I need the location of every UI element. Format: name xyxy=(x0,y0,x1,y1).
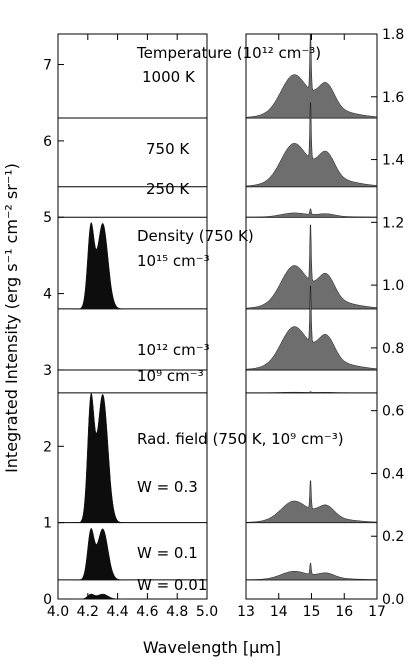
right-panel: 13 14 15 16 170.0 0.2 0.4 0.6 0.8 1.0 1.2 1.4 1.6 1.8 xyxy=(237,27,404,620)
y-tick-label-left: 4 xyxy=(43,287,52,303)
row-label: W = 0.3 xyxy=(137,478,198,496)
row-label: 1000 K xyxy=(142,68,196,86)
y-tick-label-right: 0.6 xyxy=(382,404,404,420)
row-label: 10¹⁵ cm⁻³ xyxy=(137,252,210,270)
band-right xyxy=(245,480,378,523)
x-tick-label-left: 4.4 xyxy=(106,604,128,620)
band-right xyxy=(245,391,378,394)
y-tick-label-left: 7 xyxy=(43,58,52,74)
y-tick-label-right: 0.8 xyxy=(382,341,404,357)
band-right xyxy=(246,208,378,218)
y-tick-label-right: 1.6 xyxy=(382,90,404,106)
x-tick-label-left: 4.8 xyxy=(166,604,188,620)
x-tick-label-right: 16 xyxy=(335,604,353,620)
y-tick-label-left: 3 xyxy=(43,363,52,379)
y-tick-label-left: 0 xyxy=(43,592,52,608)
y-tick-label-right: 1.0 xyxy=(382,278,404,294)
band-right xyxy=(245,33,378,119)
row-label: 10¹² cm⁻³ xyxy=(137,341,210,359)
x-tick-label-right: 15 xyxy=(303,604,321,620)
row-label: W = 0.01 xyxy=(137,576,207,594)
band-right xyxy=(245,102,378,187)
band-left xyxy=(72,392,125,523)
y-tick-label-right: 1.2 xyxy=(382,215,404,231)
group-title: Density (750 K) xyxy=(137,227,254,245)
band-right xyxy=(245,285,378,371)
band-right xyxy=(245,224,378,310)
y-axis-title: Integrated Intensity (erg s⁻¹ cm⁻² sr⁻¹) xyxy=(2,163,21,473)
x-tick-label-right: 17 xyxy=(368,604,386,620)
y-tick-label-left: 5 xyxy=(43,210,52,226)
band-left xyxy=(72,527,125,581)
y-tick-label-left: 2 xyxy=(43,439,52,455)
row-label: 750 K xyxy=(146,140,190,158)
left-panel-frame xyxy=(57,33,208,600)
left-panel: 4.0 4.2 4.4 4.6 4.8 5.0 0 1 2 3 4 5 6 7 xyxy=(43,33,218,620)
band-left xyxy=(72,222,125,310)
row-label: W = 0.1 xyxy=(137,544,198,562)
group-title: Rad. field (750 K, 10⁹ cm⁻³) xyxy=(137,430,344,448)
y-tick-label-right: 0.2 xyxy=(382,529,404,545)
row-labels: 1000 K 750 K 250 K 10¹⁵ cm⁻³ 10¹² cm⁻³ 10⁹ cm… xyxy=(136,44,344,594)
x-tick-label-left: 4.6 xyxy=(136,604,158,620)
x-tick-label-left: 5.0 xyxy=(196,604,218,620)
y-tick-label-right: 1.8 xyxy=(382,27,404,43)
x-tick-label-right: 13 xyxy=(237,604,255,620)
y-tick-label-left: 1 xyxy=(43,516,52,532)
y-tick-label-right: 0.4 xyxy=(382,466,404,482)
row-label: 10⁹ cm⁻³ xyxy=(137,367,204,385)
x-tick-label-right: 14 xyxy=(270,604,288,620)
x-tick-label-left: 4.2 xyxy=(77,604,99,620)
x-axis-title: Wavelength [μm] xyxy=(143,638,281,657)
group-title: Temperature (10¹² cm⁻³) xyxy=(136,44,321,62)
y-tick-label-right: 1.4 xyxy=(382,153,404,169)
y-tick-label-right: 0.0 xyxy=(382,592,404,608)
row-label: 250 K xyxy=(146,180,190,198)
band-left xyxy=(72,593,125,600)
band-right xyxy=(245,562,378,581)
y-tick-label-left: 6 xyxy=(43,134,52,150)
x-tick-label-left: 4.0 xyxy=(47,604,69,620)
